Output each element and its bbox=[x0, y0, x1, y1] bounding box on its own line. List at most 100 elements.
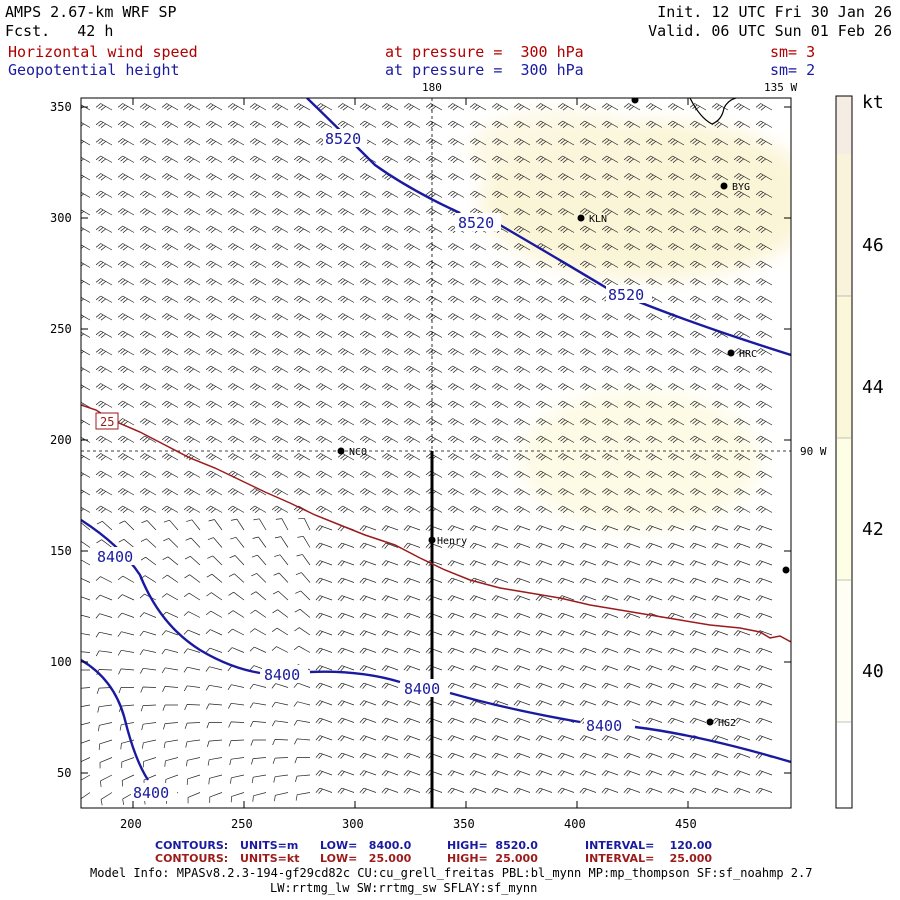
wind-barb bbox=[557, 752, 575, 759]
wind-barb bbox=[161, 488, 179, 496]
wind-barb bbox=[711, 787, 729, 794]
wind-barb bbox=[139, 488, 157, 496]
station-label-hg2: HG2 bbox=[718, 718, 736, 729]
wind-barb bbox=[689, 400, 707, 408]
wind-barb bbox=[469, 542, 487, 549]
wind-barb bbox=[513, 348, 531, 356]
y-tick-label: 300 bbox=[50, 211, 72, 225]
contour-label-8520: 8520 bbox=[325, 130, 361, 148]
colorbar: kt 46 44 42 40 bbox=[835, 92, 884, 809]
station-dot-henry bbox=[428, 536, 436, 544]
wind-barb bbox=[557, 770, 575, 777]
wind-barb bbox=[579, 453, 597, 461]
wind-barb bbox=[535, 577, 553, 584]
wind-barb bbox=[142, 757, 157, 768]
wind-barb bbox=[447, 453, 465, 461]
wind-barb bbox=[139, 208, 157, 216]
wind-barb bbox=[469, 418, 487, 426]
wind-barb bbox=[315, 612, 333, 619]
wind-barb bbox=[359, 542, 377, 549]
wind-barb bbox=[183, 592, 201, 601]
wind-barb bbox=[315, 595, 333, 602]
wind-barb bbox=[579, 383, 597, 391]
wind-barb bbox=[491, 365, 509, 373]
wind-barb bbox=[733, 525, 751, 532]
wind-barb bbox=[469, 435, 487, 443]
wind-barb bbox=[689, 470, 707, 478]
wind-barb bbox=[403, 453, 421, 461]
wind-barb bbox=[491, 630, 509, 637]
wind-barb bbox=[579, 173, 597, 181]
wind-barb bbox=[513, 103, 531, 111]
wind-barb bbox=[381, 278, 399, 286]
wind-barb bbox=[513, 470, 531, 478]
wind-barb bbox=[403, 225, 421, 233]
wind-barb bbox=[359, 647, 377, 654]
wind-barb bbox=[557, 225, 575, 233]
wind-barb bbox=[469, 208, 487, 216]
wind-barb bbox=[403, 717, 421, 724]
wind-barb bbox=[161, 383, 179, 391]
wind-barb bbox=[733, 435, 751, 443]
wind-barb bbox=[579, 208, 597, 216]
wind-barb bbox=[117, 120, 135, 128]
wind-barb bbox=[623, 525, 641, 532]
wind-barb bbox=[733, 542, 751, 549]
wind-barb bbox=[557, 278, 575, 286]
wind-barb bbox=[579, 435, 597, 443]
wind-barb bbox=[293, 435, 311, 443]
wind-barb bbox=[623, 155, 641, 163]
wind-barb bbox=[403, 103, 421, 111]
wind-barb bbox=[227, 120, 245, 128]
wind-barb bbox=[139, 435, 157, 443]
colorbar-segment bbox=[836, 722, 852, 808]
wind-barb bbox=[755, 505, 773, 513]
wind-barb bbox=[403, 700, 421, 707]
wind-barb bbox=[623, 278, 641, 286]
wind-barb bbox=[251, 757, 267, 765]
wind-barb bbox=[293, 138, 311, 146]
wind-barb bbox=[601, 418, 619, 426]
x-tick-label: 450 bbox=[675, 817, 697, 831]
wind-barb bbox=[249, 435, 267, 443]
wind-barb bbox=[469, 365, 487, 373]
wind-barb bbox=[117, 649, 135, 656]
wind-barb bbox=[293, 103, 311, 111]
wind-barb bbox=[359, 173, 377, 181]
wind-barb bbox=[557, 155, 575, 163]
wind-barb bbox=[315, 278, 333, 286]
wind-barb bbox=[227, 330, 245, 338]
wind-barb bbox=[689, 243, 707, 251]
wind-barb bbox=[557, 400, 575, 408]
wind-barb bbox=[513, 225, 531, 233]
wind-barb bbox=[381, 470, 399, 478]
wind-barb bbox=[163, 538, 179, 548]
wind-barb bbox=[491, 542, 509, 549]
wind-barb bbox=[667, 752, 685, 759]
wind-barb bbox=[733, 700, 751, 707]
wind-barb bbox=[579, 138, 597, 146]
wind-barb bbox=[183, 666, 201, 673]
wind-barb bbox=[513, 577, 531, 584]
wind-barb bbox=[645, 155, 663, 163]
colorbar-segment bbox=[836, 96, 852, 154]
wind-barb bbox=[161, 243, 179, 251]
station-markers bbox=[337, 98, 790, 726]
wind-barb bbox=[513, 665, 531, 672]
wind-barb bbox=[447, 435, 465, 443]
wind-barb bbox=[98, 722, 113, 732]
wind-barb bbox=[117, 365, 135, 373]
wind-barb bbox=[711, 138, 729, 146]
wind-barb bbox=[403, 173, 421, 181]
wind-barb bbox=[359, 435, 377, 443]
wind-barb bbox=[579, 225, 597, 233]
wind-barb bbox=[711, 295, 729, 303]
wind-barb bbox=[274, 792, 289, 802]
wind-barb bbox=[139, 612, 157, 618]
wind-barb bbox=[491, 488, 509, 496]
wind-barb bbox=[601, 647, 619, 654]
wind-barb bbox=[315, 348, 333, 356]
x-tick-label: 200 bbox=[120, 817, 142, 831]
wind-barb bbox=[535, 770, 553, 777]
wind-barb bbox=[711, 365, 729, 373]
